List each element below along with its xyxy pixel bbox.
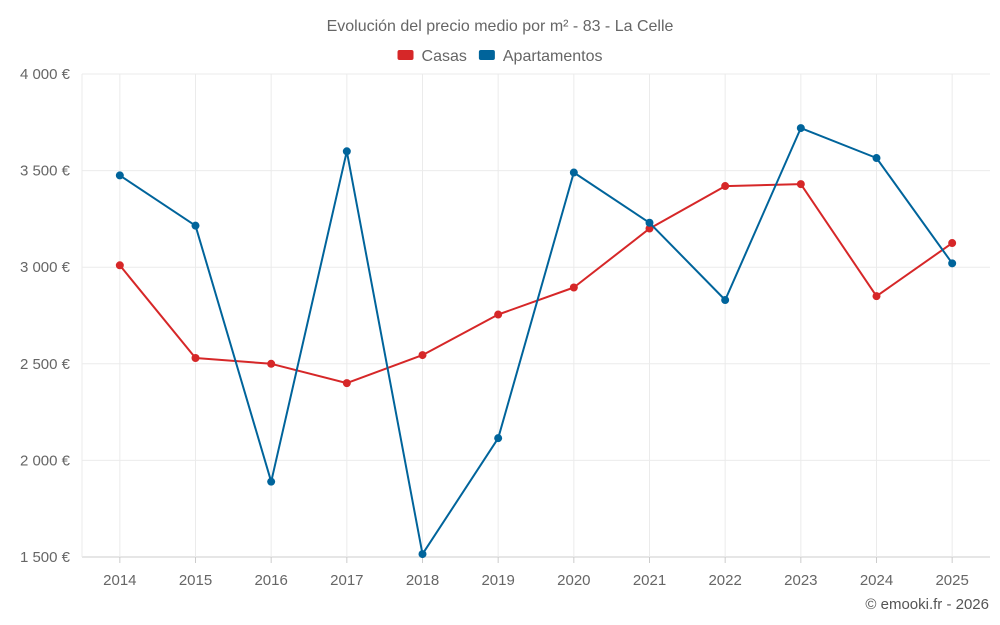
data-point-casas[interactable] — [267, 359, 276, 368]
data-point-casas[interactable] — [796, 180, 805, 189]
data-point-apartamentos[interactable] — [721, 296, 730, 305]
x-tick-label: 2022 — [708, 572, 741, 589]
x-tick-label: 2025 — [935, 572, 968, 589]
data-point-apartamentos[interactable] — [796, 124, 805, 133]
y-tick-label: 2 000 € — [20, 452, 71, 469]
series-line-casas — [119, 183, 953, 385]
x-tick-label: 2023 — [784, 572, 817, 589]
y-tick-label: 3 500 € — [20, 163, 71, 180]
legend-label-apartamentos[interactable]: Apartamentos — [503, 48, 603, 65]
x-tick-label: 2018 — [406, 572, 439, 589]
data-point-casas[interactable] — [569, 283, 578, 292]
data-point-apartamentos[interactable] — [267, 477, 276, 486]
legend-label-casas[interactable]: Casas — [422, 48, 467, 65]
credit-text: © emooki.fr - 2026 — [865, 596, 989, 613]
data-point-apartamentos[interactable] — [948, 259, 957, 268]
x-tick-label: 2020 — [557, 572, 590, 589]
x-tick-label: 2016 — [254, 572, 287, 589]
data-point-apartamentos[interactable] — [645, 218, 654, 227]
y-tick-label: 2 500 € — [20, 356, 71, 373]
data-point-casas[interactable] — [418, 351, 427, 360]
x-tick-label: 2019 — [481, 572, 514, 589]
x-tick-label: 2024 — [860, 572, 893, 589]
data-point-casas[interactable] — [645, 224, 654, 233]
legend-swatch-apartamentos[interactable] — [478, 50, 495, 60]
chart-title: Evolución del precio medio por m² - 83 -… — [327, 18, 674, 35]
legend-swatch-casas[interactable] — [397, 50, 414, 60]
data-point-apartamentos[interactable] — [342, 147, 351, 156]
x-tick-label: 2021 — [633, 572, 666, 589]
series-line-apartamentos — [119, 127, 954, 556]
y-tick-label: 3 000 € — [20, 259, 71, 276]
data-point-apartamentos[interactable] — [872, 154, 881, 163]
x-tick-label: 2014 — [103, 572, 136, 589]
data-point-apartamentos[interactable] — [418, 550, 427, 559]
data-point-casas[interactable] — [494, 310, 503, 319]
series-group — [115, 124, 957, 559]
y-axis: 1 500 € 2 000 € 2 500 € 3 000 € 3 500 € 4 000… — [20, 66, 71, 566]
data-point-casas[interactable] — [191, 354, 200, 363]
data-point-casas[interactable] — [948, 239, 957, 248]
y-tick-label: 4 000 € — [20, 66, 71, 83]
y-tick-label: 1 500 € — [20, 549, 71, 566]
data-point-casas[interactable] — [721, 182, 730, 191]
data-point-apartamentos[interactable] — [191, 221, 200, 230]
data-point-apartamentos[interactable] — [569, 168, 578, 177]
data-point-casas[interactable] — [115, 261, 124, 270]
data-point-apartamentos[interactable] — [494, 434, 503, 443]
x-tick-label: 2017 — [330, 572, 363, 589]
data-point-apartamentos[interactable] — [115, 171, 124, 180]
x-axis: 2014 2015 2016 2017 2018 2019 2020 2021 2022 2023… — [103, 557, 969, 589]
data-point-casas[interactable] — [872, 292, 881, 301]
x-tick-label: 2015 — [179, 572, 212, 589]
legend: Casas Apartamentos — [397, 48, 603, 65]
grid — [81, 73, 990, 558]
data-point-casas[interactable] — [342, 379, 351, 388]
